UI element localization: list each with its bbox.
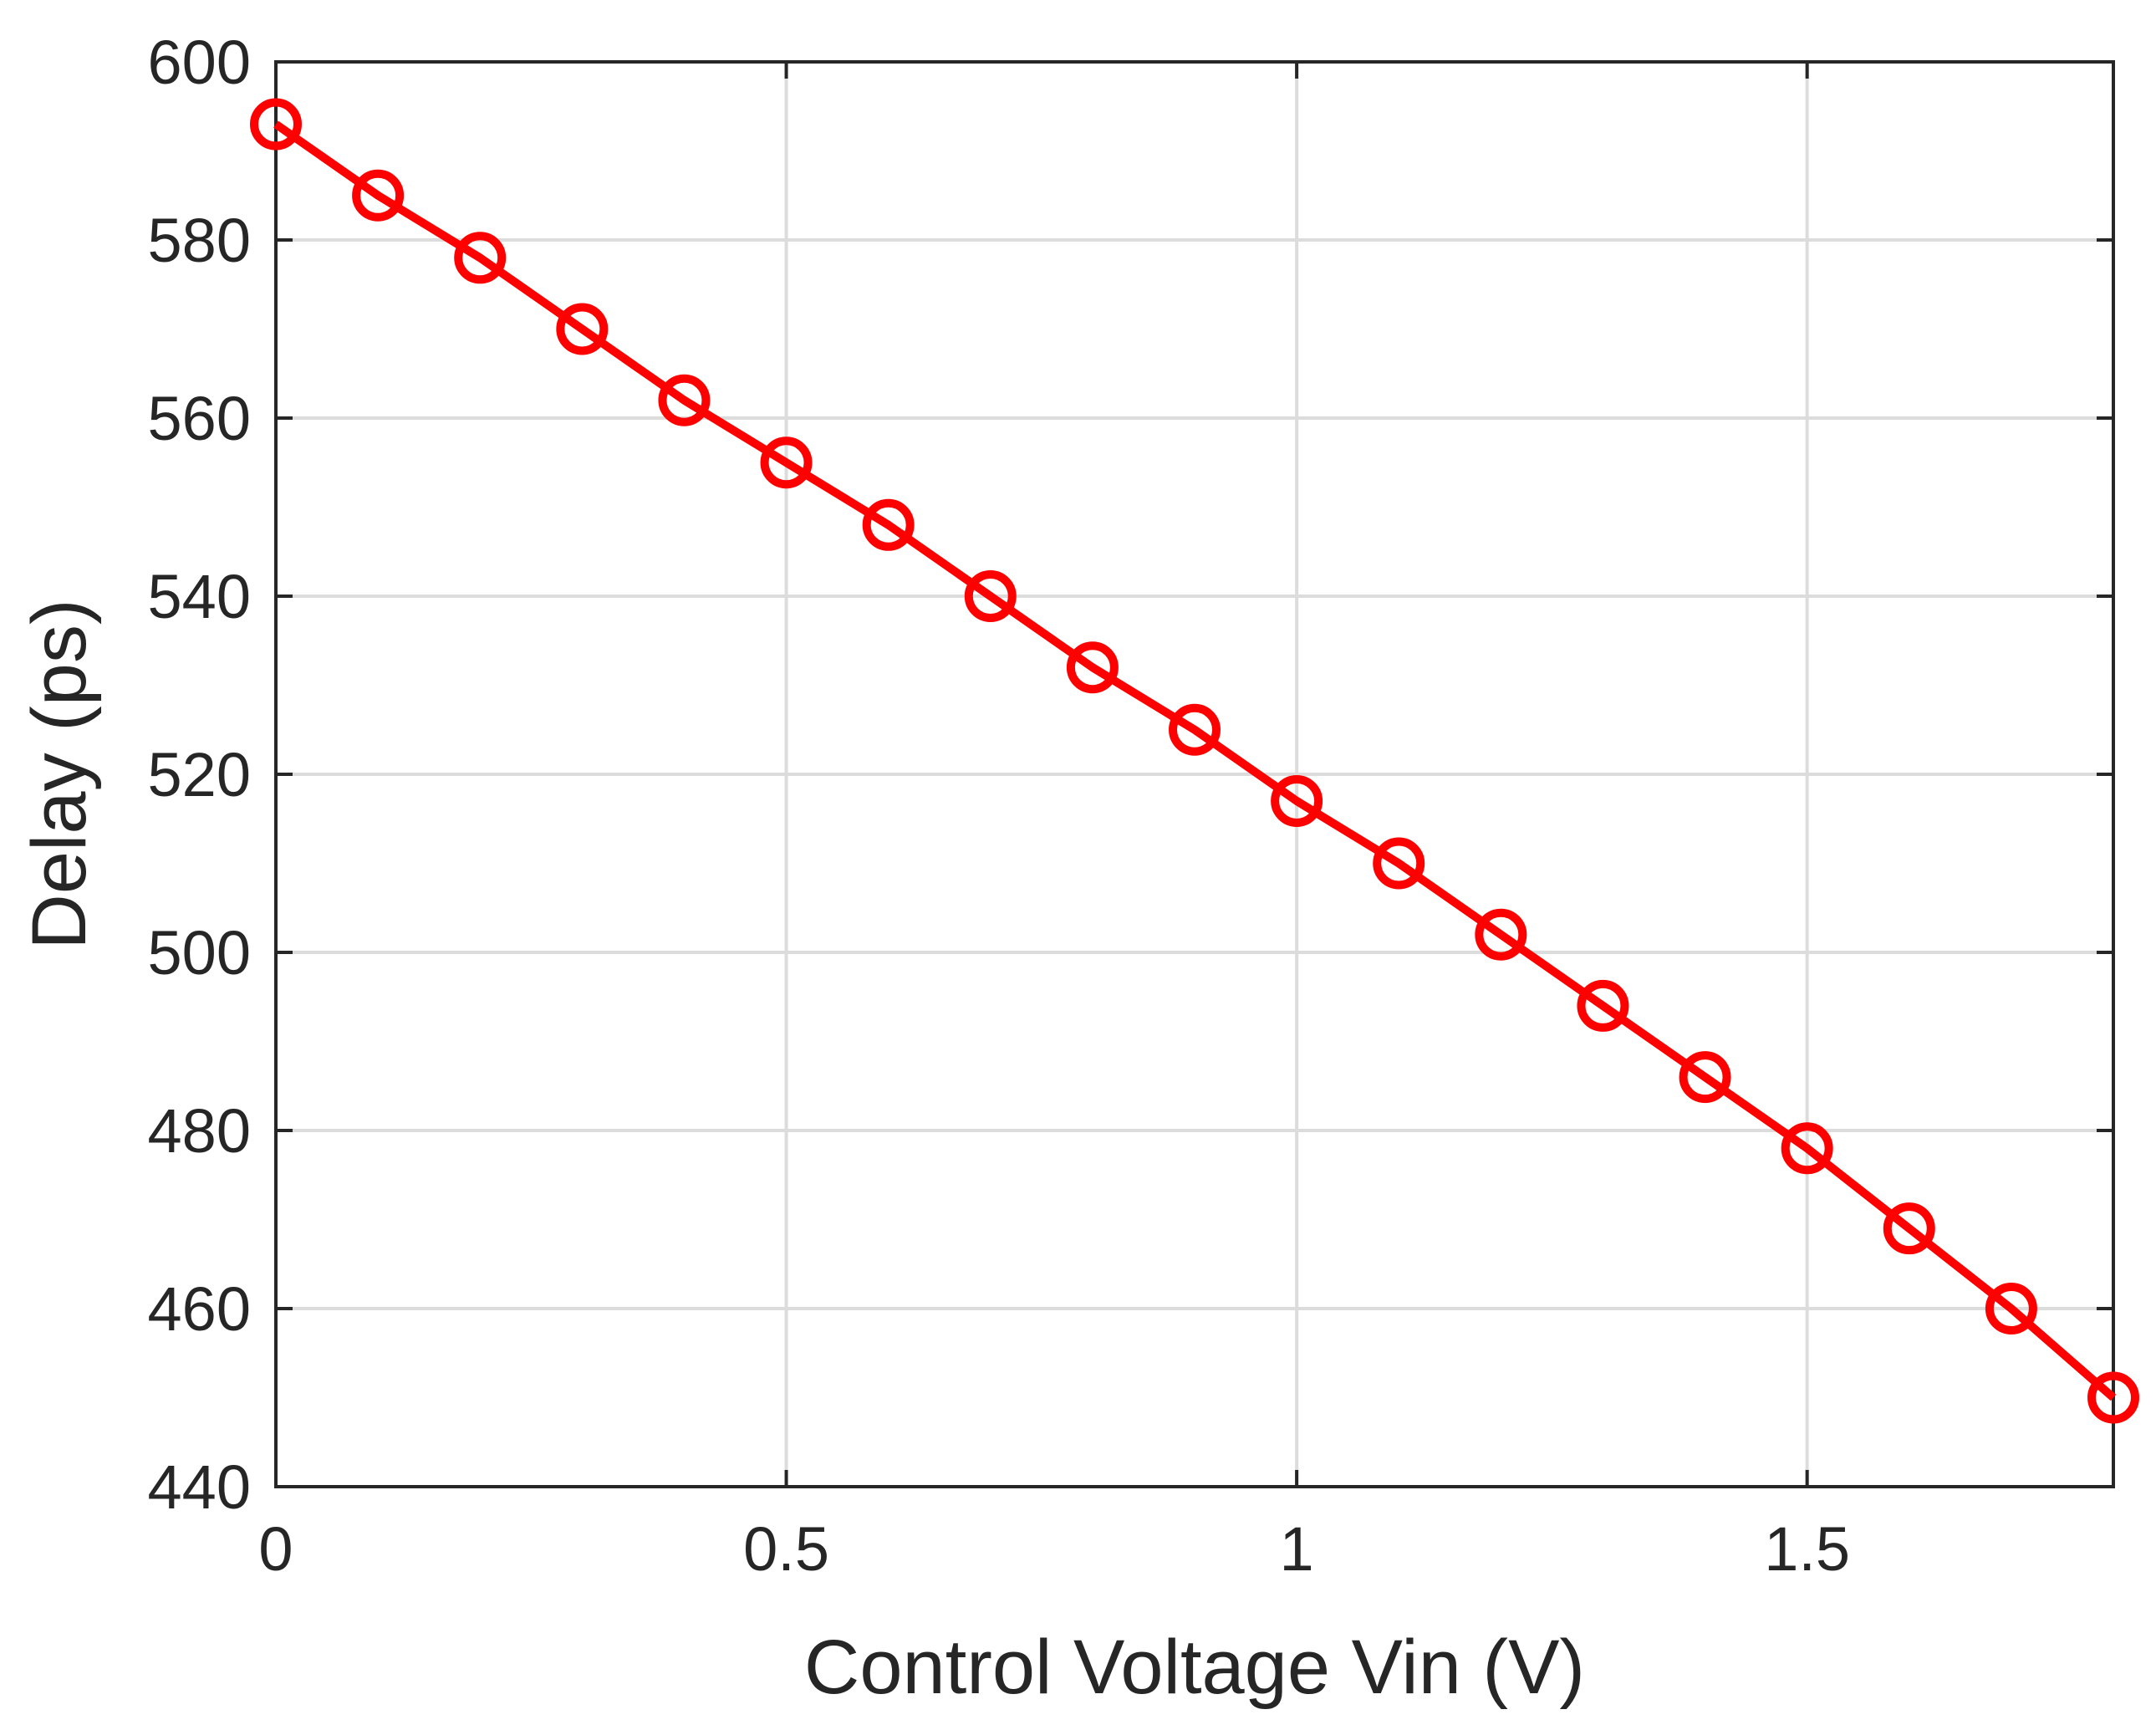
data-point-marker [1271, 774, 1323, 827]
data-point-marker [964, 570, 1017, 622]
data-point-marker [2087, 1371, 2139, 1424]
x-tick-label: 1 [1280, 1514, 1314, 1584]
y-axis-title: Delay (ps) [17, 599, 102, 949]
y-tick-label: 520 [148, 740, 251, 809]
data-point-marker [250, 98, 302, 151]
data-point-marker [862, 498, 915, 551]
y-tick-label: 500 [148, 918, 251, 987]
data-point-marker [1781, 1122, 1833, 1175]
data-point-marker [352, 169, 405, 222]
plot-frame [274, 60, 2115, 1488]
data-point-marker [454, 232, 507, 284]
y-tick-labels: 440 460 480 500 520 540 560 580 600 [148, 28, 251, 1522]
series-line [273, 120, 2117, 1401]
y-tick-label: 600 [148, 28, 251, 97]
data-point-marker [1679, 1051, 1731, 1104]
y-tick-label: 460 [148, 1274, 251, 1344]
data-point-marker [760, 436, 813, 489]
x-tick-label: 1.5 [1764, 1514, 1850, 1584]
x-tick-label: 0.5 [743, 1514, 829, 1584]
data-point-marker [1577, 979, 1629, 1032]
data-point-marker [1985, 1283, 2037, 1334]
data-point-marker [1373, 837, 1425, 890]
x-axis-title: Control Voltage Vin (V) [804, 1625, 1585, 1710]
data-point-marker [1475, 908, 1527, 961]
data-point-marker [1066, 641, 1119, 694]
data-point-marker [1883, 1202, 1935, 1255]
data-point-marker [1169, 703, 1221, 756]
y-tick-label: 560 [148, 384, 251, 453]
x-tick-label: 0 [258, 1514, 293, 1584]
data-point-marker [658, 374, 711, 426]
series-layer [250, 98, 2139, 1424]
y-tick-label: 440 [148, 1452, 251, 1522]
grid [276, 62, 2113, 1487]
y-tick-label: 480 [148, 1096, 251, 1166]
y-tick-label: 540 [148, 562, 251, 631]
y-tick-label: 580 [148, 206, 251, 275]
data-point-marker [556, 303, 609, 355]
x-tick-labels: 0 0.5 1 1.5 [258, 1514, 1850, 1584]
